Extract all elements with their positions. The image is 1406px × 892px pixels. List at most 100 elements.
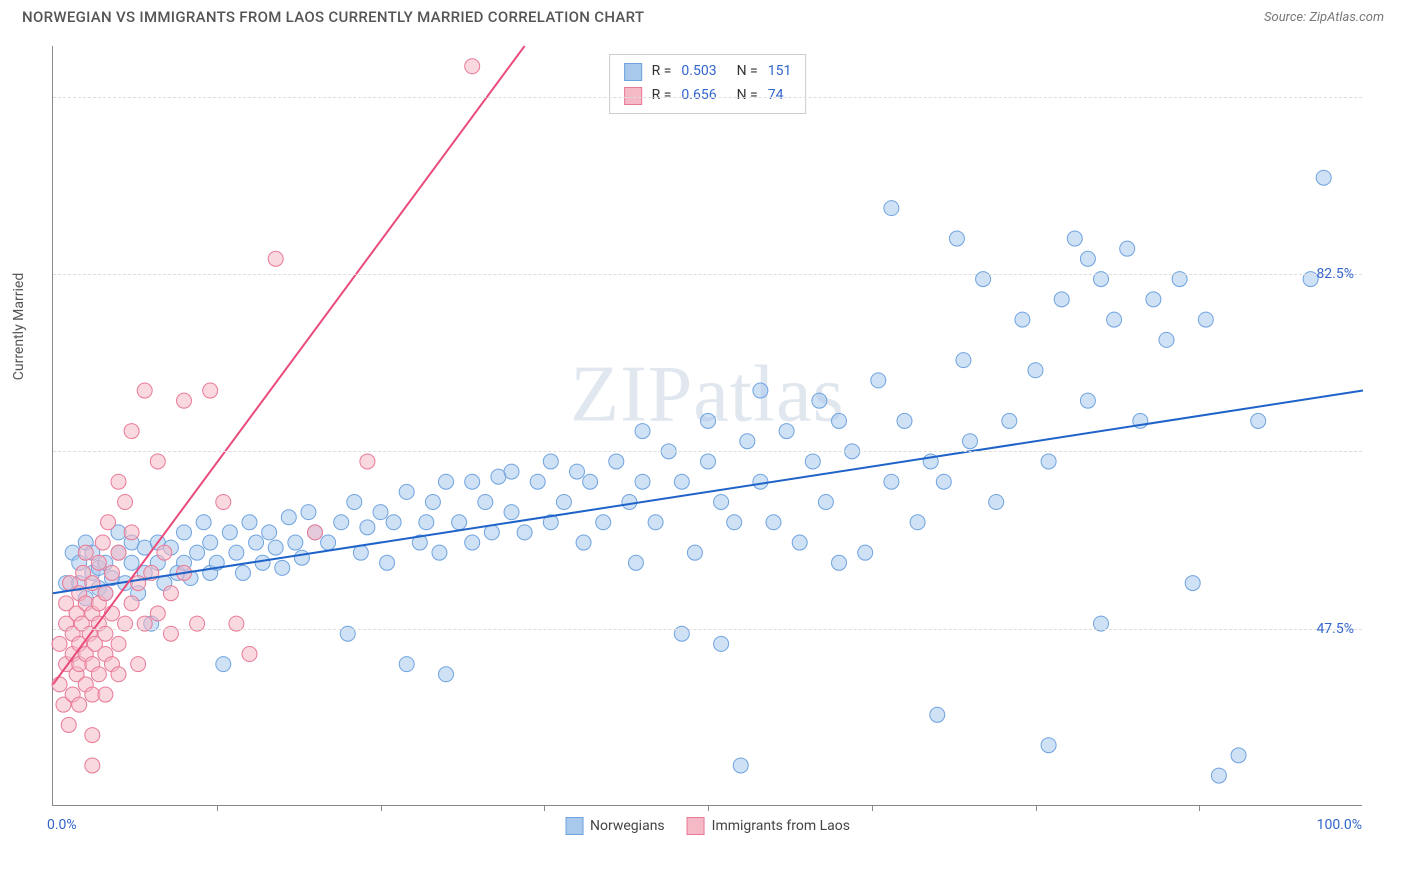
data-point bbox=[294, 550, 309, 565]
data-point bbox=[714, 636, 729, 651]
data-point bbox=[91, 555, 106, 570]
legend-series: NorwegiansImmigrants from Laos bbox=[565, 817, 850, 835]
data-point bbox=[452, 515, 467, 530]
data-point bbox=[249, 535, 264, 550]
x-tick bbox=[872, 805, 873, 811]
data-point bbox=[72, 697, 87, 712]
data-point bbox=[268, 251, 283, 266]
data-point bbox=[242, 647, 257, 662]
data-point bbox=[52, 677, 67, 692]
data-point bbox=[753, 383, 768, 398]
data-point bbox=[740, 434, 755, 449]
data-point bbox=[308, 525, 323, 540]
data-point bbox=[930, 707, 945, 722]
data-point bbox=[262, 525, 277, 540]
data-point bbox=[177, 525, 192, 540]
legend-r-value: 0.503 bbox=[681, 60, 716, 84]
x-tick bbox=[708, 805, 709, 811]
data-point bbox=[635, 474, 650, 489]
data-point bbox=[884, 474, 899, 489]
data-point bbox=[465, 59, 480, 74]
data-point bbox=[484, 525, 499, 540]
data-point bbox=[1231, 748, 1246, 763]
data-point bbox=[98, 586, 113, 601]
data-point bbox=[1080, 251, 1095, 266]
x-tick bbox=[544, 805, 545, 811]
data-point bbox=[504, 464, 519, 479]
data-point bbox=[1211, 768, 1226, 783]
data-point bbox=[622, 495, 637, 510]
data-point bbox=[465, 474, 480, 489]
data-point bbox=[648, 515, 663, 530]
data-point bbox=[203, 383, 218, 398]
data-point bbox=[301, 505, 316, 520]
data-point bbox=[858, 545, 873, 560]
data-point bbox=[556, 495, 571, 510]
data-point bbox=[360, 520, 375, 535]
data-point bbox=[242, 515, 257, 530]
x-tick-label: 0.0% bbox=[47, 817, 77, 833]
data-point bbox=[1198, 312, 1213, 327]
gridline bbox=[53, 97, 1362, 98]
data-point bbox=[766, 515, 781, 530]
legend-n-label: N = bbox=[737, 60, 758, 84]
data-point bbox=[386, 515, 401, 530]
data-point bbox=[124, 596, 139, 611]
data-point bbox=[1028, 363, 1043, 378]
data-point bbox=[439, 474, 454, 489]
gridline bbox=[53, 274, 1362, 275]
data-point bbox=[101, 515, 116, 530]
data-point bbox=[347, 495, 362, 510]
data-point bbox=[353, 545, 368, 560]
x-tick-label: 100.0% bbox=[1317, 817, 1362, 833]
data-point bbox=[124, 555, 139, 570]
trend-line bbox=[53, 46, 525, 684]
legend-n-value: 151 bbox=[768, 60, 792, 84]
x-tick bbox=[381, 805, 382, 811]
data-point bbox=[432, 545, 447, 560]
data-point bbox=[360, 454, 375, 469]
y-axis-label: Currently Married bbox=[11, 272, 27, 379]
data-point bbox=[1146, 292, 1161, 307]
data-point bbox=[255, 555, 270, 570]
data-point bbox=[124, 525, 139, 540]
data-point bbox=[805, 454, 820, 469]
data-point bbox=[583, 474, 598, 489]
data-point bbox=[399, 657, 414, 672]
data-point bbox=[963, 434, 978, 449]
plot-svg bbox=[53, 46, 1362, 805]
data-point bbox=[1041, 738, 1056, 753]
data-point bbox=[52, 636, 67, 651]
gridline bbox=[53, 629, 1362, 630]
data-point bbox=[812, 393, 827, 408]
data-point bbox=[85, 728, 100, 743]
data-point bbox=[897, 413, 912, 428]
header-bar: NORWEGIAN VS IMMIGRANTS FROM LAOS CURREN… bbox=[0, 0, 1406, 32]
data-point bbox=[832, 413, 847, 428]
y-tick-label: 82.5% bbox=[1316, 266, 1354, 282]
data-point bbox=[229, 545, 244, 560]
data-point bbox=[543, 454, 558, 469]
data-point bbox=[373, 505, 388, 520]
x-tick bbox=[217, 805, 218, 811]
legend-correlation-row: R = 0.503N = 151 bbox=[624, 60, 792, 84]
y-tick-label: 47.5% bbox=[1316, 621, 1354, 637]
data-point bbox=[687, 545, 702, 560]
data-point bbox=[517, 525, 532, 540]
data-point bbox=[478, 495, 493, 510]
data-point bbox=[95, 535, 110, 550]
x-tick bbox=[1036, 805, 1037, 811]
chart-title: NORWEGIAN VS IMMIGRANTS FROM LAOS CURREN… bbox=[22, 8, 644, 26]
data-point bbox=[1067, 231, 1082, 246]
data-point bbox=[111, 474, 126, 489]
x-tick bbox=[1199, 805, 1200, 811]
data-point bbox=[111, 545, 126, 560]
data-point bbox=[674, 474, 689, 489]
data-point bbox=[163, 586, 178, 601]
data-point bbox=[190, 545, 205, 560]
data-point bbox=[425, 495, 440, 510]
data-point bbox=[61, 717, 76, 732]
legend-series-item: Immigrants from Laos bbox=[687, 817, 850, 835]
data-point bbox=[177, 393, 192, 408]
data-point bbox=[956, 353, 971, 368]
